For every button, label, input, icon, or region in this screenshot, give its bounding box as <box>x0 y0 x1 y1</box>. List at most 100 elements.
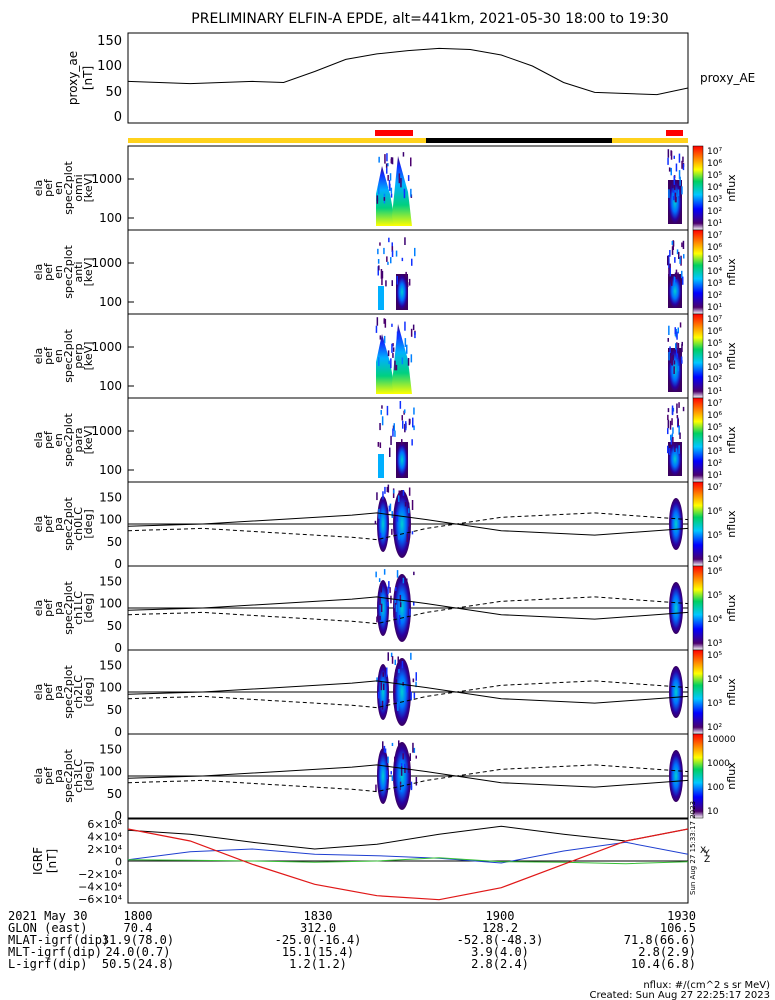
energy-panel-1-b-speck-17 <box>682 276 684 285</box>
footer-cell-3-2: 15.1(15.4) <box>282 945 354 959</box>
energy-panel-2-a-speck-0 <box>392 347 395 352</box>
igrf-y-line <box>127 841 689 864</box>
energy-panel-3-cb-tick-0: 10⁷ <box>707 399 722 409</box>
footer-cell-1-4: 106.5 <box>660 921 696 935</box>
energy-panel-2-b-speck-21 <box>676 331 678 340</box>
pa-panel-0-a-speck-21 <box>382 491 384 500</box>
energy-panel-2-ylabel-2: en <box>52 349 65 363</box>
pa-panel-2-a-speck-23 <box>388 699 390 703</box>
energy-panel-0-b-speck-26 <box>672 192 674 197</box>
pa-panel-1-a-speck-17 <box>387 586 389 595</box>
energy-panel-0-a-speck-21 <box>388 180 391 188</box>
pa-panel-3-a-speck-4 <box>415 777 418 786</box>
pa-panel-2-a-speck-9 <box>378 691 380 699</box>
energy-panel-0-cb-tick-2: 10⁵ <box>707 171 722 181</box>
energy-panel-1-cb-label: nflux <box>725 258 738 286</box>
pa-panel-1-a-speck-20 <box>377 614 379 619</box>
energy-panel-3-b-speck-4 <box>667 419 670 429</box>
energy-panel-1-cb-tick-2: 10⁵ <box>707 255 722 265</box>
energy-panel-2-a-speck-14 <box>383 335 386 344</box>
energy-panel-2-a-speck-4 <box>392 352 394 358</box>
footer-cell-2-1: 31.9(78.0) <box>102 933 174 947</box>
energy-panel-2-a-speck-2 <box>406 344 408 354</box>
pa-panel-2-ylabel-1: pef <box>42 682 55 701</box>
pa-panel-3-a-speck-24 <box>409 753 411 761</box>
energy-panel-2-a-speck-13 <box>390 358 392 369</box>
footer-cell-4-2: 1.2(1.2) <box>289 957 347 971</box>
energy-panel-0-a-speck-18 <box>410 188 412 197</box>
pa-panel-1-a-speck-8 <box>413 571 415 576</box>
pa-panel-2-a-speck-21 <box>401 661 404 669</box>
energy-panel-3-ylabel-4: para <box>72 428 85 453</box>
pa-panel-0-a-speck-23 <box>406 533 408 542</box>
energy-panel-2-a-speck-16 <box>407 358 410 366</box>
pa-panel-3-a-speck-8 <box>382 741 384 749</box>
energy-panel-1-b-speck-16 <box>672 240 675 247</box>
energy-panel-2-a-speck-20 <box>387 350 390 357</box>
energy-panel-2-b-speck-15 <box>673 366 675 374</box>
energy-panel-0-a-speck-27 <box>383 197 386 201</box>
energy-panel-3-a-speck-16 <box>390 435 392 445</box>
energy-panel-2-a-speck-18 <box>378 357 380 366</box>
energy-panel-2-b-speck-19 <box>673 360 676 365</box>
pa-panel-2-a-speck-12 <box>395 679 398 683</box>
energy-panel-1-a-speck-7 <box>381 275 383 286</box>
energy-panel-3-b-speck-27 <box>671 418 673 426</box>
pa-panel-1-burst-3 <box>669 582 683 634</box>
energy-panel-2-cb-tick-1: 10⁶ <box>707 327 722 337</box>
pa-panel-3-a-speck-13 <box>400 763 403 767</box>
pa-panel-3-cb-tick-0: 10000 <box>707 735 736 745</box>
energy-panel-2-a-speck-1 <box>391 323 393 327</box>
pa-panel-0-a-speck-20 <box>408 526 410 534</box>
pa-panel-3-ytick-3: 0 <box>114 809 122 823</box>
footer-cell-2-2: -25.0(-16.4) <box>275 933 362 947</box>
science-zone-1 <box>375 130 413 136</box>
proxy-ae-yticks: 150 100 50 0 <box>97 34 122 125</box>
energy-panel-2-b-speck-0 <box>680 365 682 370</box>
energy-panel-2-b-speck-1 <box>675 347 678 355</box>
pa-panel-1-ylabel-3: spec2plot <box>62 581 75 635</box>
pa-panel-0-a-speck-4 <box>376 492 378 501</box>
energy-panel-1-a-speck-26 <box>383 247 385 255</box>
energy-panel-2-cb-tick-6: 10¹ <box>707 387 722 397</box>
energy-panel-3-a-speck-21 <box>412 417 414 428</box>
footer-cell-3-1: 24.0(0.7) <box>105 945 170 959</box>
energy-panel-2-cb-tick-2: 10⁵ <box>707 339 722 349</box>
energy-panel-2-a-speck-21 <box>404 321 406 331</box>
igrf-x-line <box>127 825 689 850</box>
pa-panel-2-a-speck-11 <box>380 682 383 691</box>
energy-panel-2-b-speck-25 <box>680 356 683 361</box>
pa-panel-2-ylabel-2: pa <box>52 685 65 699</box>
pa-panel-0-a-speck-11 <box>409 523 411 527</box>
energy-panel-3-ylabel-5: [keV] <box>82 426 95 455</box>
energy-panel-1-colorbar <box>692 229 704 315</box>
energy-panel-3-b-speck-15 <box>677 418 679 427</box>
energy-panel-2-b-speck-14 <box>675 329 677 338</box>
energy-panel-0-a-speck-16 <box>402 152 405 157</box>
energy-panel-3-ytick-1: 100 <box>99 463 122 477</box>
energy-panel-1-b-speck-14 <box>681 273 683 279</box>
energy-panel-2-b-speck-3 <box>679 322 682 328</box>
energy-panel-3-a-speck-26 <box>393 423 395 431</box>
energy-panel-3-a-speck-13 <box>392 428 394 437</box>
energy-panel-0-b-speck-15 <box>681 160 683 169</box>
energy-panel-3-b-speck-25 <box>671 405 674 416</box>
energy-panel-2-b-speck-13 <box>681 360 683 364</box>
pa-panel-0-cb-tick-3: 10⁴ <box>707 555 722 565</box>
energy-panel-1-ylabel-0: ela <box>32 264 45 281</box>
energy-panel-2-a-speck-26 <box>388 360 390 365</box>
proxy-ae-ylabel-1: proxy_ae <box>66 51 80 105</box>
pa-panel-1-a-speck-23 <box>376 616 378 623</box>
pa-panel-1-a-speck-15 <box>380 603 383 612</box>
pa-panel-2-a-speck-14 <box>415 681 417 688</box>
energy-panel-2-b-speck-27 <box>677 343 680 351</box>
pa-panel-2-a-speck-2 <box>376 677 378 682</box>
pa-panel-1-a-speck-9 <box>387 601 389 607</box>
pa-panel-1-burst-2 <box>393 574 411 642</box>
pa-panel-2-colorbar <box>692 649 704 735</box>
energy-panel-1-a-speck-11 <box>386 256 388 262</box>
energy-panel-2-b-speck-5 <box>676 353 678 359</box>
